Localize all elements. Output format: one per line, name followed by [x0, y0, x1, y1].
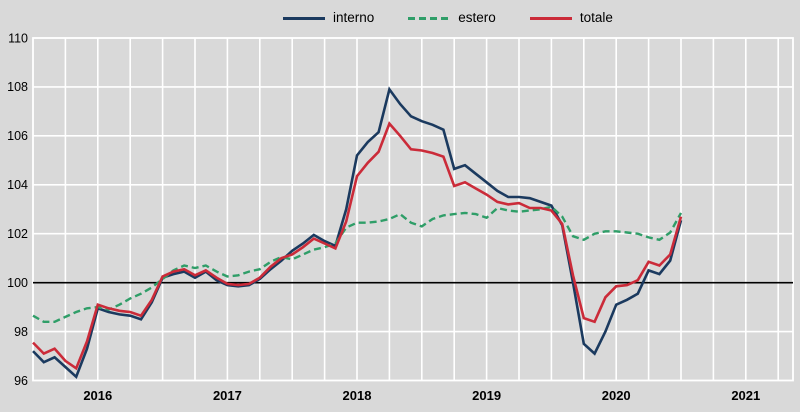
plot-border	[32, 37, 794, 382]
series-line-interno	[32, 86, 683, 380]
x-tick-label-2020: 2020	[602, 388, 631, 403]
interno-line-swatch	[283, 16, 325, 20]
x-tick-label-2018: 2018	[343, 388, 372, 403]
y-tick-label: 104	[7, 178, 28, 192]
totale-line-swatch	[529, 16, 572, 20]
legend-label-interno: interno	[333, 10, 375, 25]
y-tick-label: 102	[7, 227, 28, 241]
estero-line-swatch	[408, 16, 451, 20]
series-line-estero	[32, 205, 683, 323]
y-tick-label: 110	[8, 31, 28, 45]
legend-label-estero: estero	[458, 10, 496, 25]
x-tick-label-2017: 2017	[213, 388, 242, 403]
x-tick-label-2019: 2019	[472, 388, 501, 403]
x-tick-label-2021: 2021	[731, 388, 760, 403]
chart-legend: interno estero totale	[283, 8, 613, 28]
y-tick-label: 108	[7, 80, 28, 94]
y-tick-label: 100	[7, 276, 28, 290]
x-tick-label-2016: 2016	[83, 388, 112, 403]
y-tick-label: 106	[7, 129, 28, 143]
legend-item-totale: totale	[529, 8, 613, 28]
legend-label-totale: totale	[579, 10, 613, 25]
legend-item-interno: interno	[283, 8, 374, 28]
y-tick-label: 98	[14, 325, 28, 339]
series-line-totale	[32, 121, 683, 371]
y-tick-label: 96	[14, 374, 28, 388]
legend-item-estero: estero	[408, 8, 496, 28]
